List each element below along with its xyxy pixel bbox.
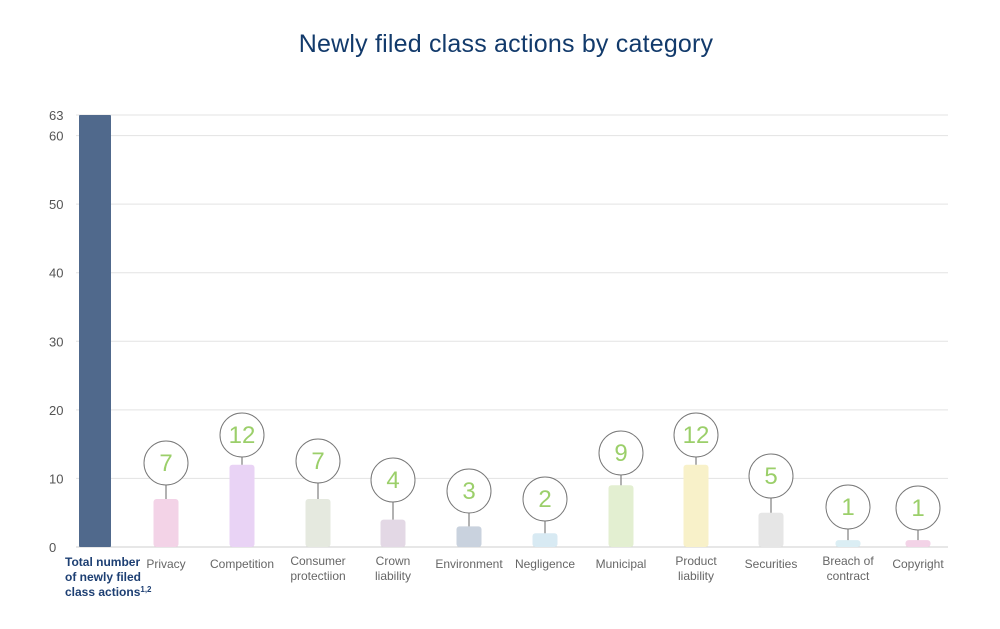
bar — [532, 533, 558, 547]
value-bubble — [673, 412, 719, 458]
data-label: 1 — [841, 494, 854, 521]
data-label: 12 — [229, 422, 256, 449]
category-label: Negligence — [515, 557, 575, 571]
data-label: 7 — [311, 448, 324, 475]
y-tick-label: 30 — [49, 334, 63, 349]
category-label: Product — [675, 554, 717, 568]
footnote-marker: 1,2 — [140, 585, 152, 594]
category-label: Environment — [435, 557, 503, 571]
category-label: class actions1,2 — [65, 585, 152, 599]
bar — [153, 499, 179, 547]
value-bubble — [143, 440, 189, 486]
category-label: contract — [827, 569, 870, 583]
y-tick-label: 40 — [49, 266, 63, 281]
chart-title: Newly filed class actions by category — [298, 30, 714, 58]
value-bubble — [598, 430, 644, 476]
y-tick-label: 0 — [49, 540, 56, 555]
category-label: Securities — [745, 557, 798, 571]
category-label: Breach of — [822, 554, 874, 568]
data-label: 12 — [683, 422, 710, 449]
y-tick-label: 10 — [49, 471, 63, 486]
data-label: 1 — [911, 495, 924, 522]
y-tick-label: 20 — [49, 403, 63, 418]
bar — [456, 526, 482, 547]
bar — [380, 519, 406, 547]
data-label: 4 — [386, 467, 399, 494]
bar — [608, 485, 634, 547]
category-label: Total number — [65, 555, 140, 569]
value-bubble — [219, 412, 265, 458]
bar — [905, 540, 931, 547]
category-label: Privacy — [146, 557, 185, 571]
category-label: of newly filed — [65, 570, 141, 584]
category-label: Municipal — [596, 557, 647, 571]
category-label: liability — [678, 569, 714, 583]
data-label: 9 — [614, 440, 627, 467]
value-bubble — [295, 438, 341, 484]
category-label: liability — [375, 569, 411, 583]
bar — [835, 540, 861, 547]
category-label: Consumer — [290, 554, 345, 568]
value-bubble — [895, 485, 941, 531]
bar — [305, 499, 331, 547]
data-label: 7 — [159, 450, 172, 477]
category-label: protectiion — [290, 569, 345, 583]
bar — [758, 512, 784, 547]
data-label: 2 — [538, 486, 551, 513]
category-label: Competition — [210, 557, 274, 571]
y-tick-label: 50 — [49, 197, 63, 212]
value-bubble — [370, 457, 416, 503]
category-label: Copyright — [892, 557, 944, 571]
value-bubble — [522, 476, 568, 522]
data-label: 5 — [764, 463, 777, 490]
bar — [229, 464, 255, 547]
value-bubble — [748, 453, 794, 499]
data-label: 3 — [462, 478, 475, 505]
value-bubble — [446, 468, 492, 514]
bar — [79, 115, 111, 547]
value-bubble — [825, 484, 871, 530]
bar — [683, 464, 709, 547]
category-label: Crown — [376, 554, 411, 568]
y-tick-label: 60 — [49, 129, 63, 144]
y-tick-label: 63 — [49, 108, 63, 123]
